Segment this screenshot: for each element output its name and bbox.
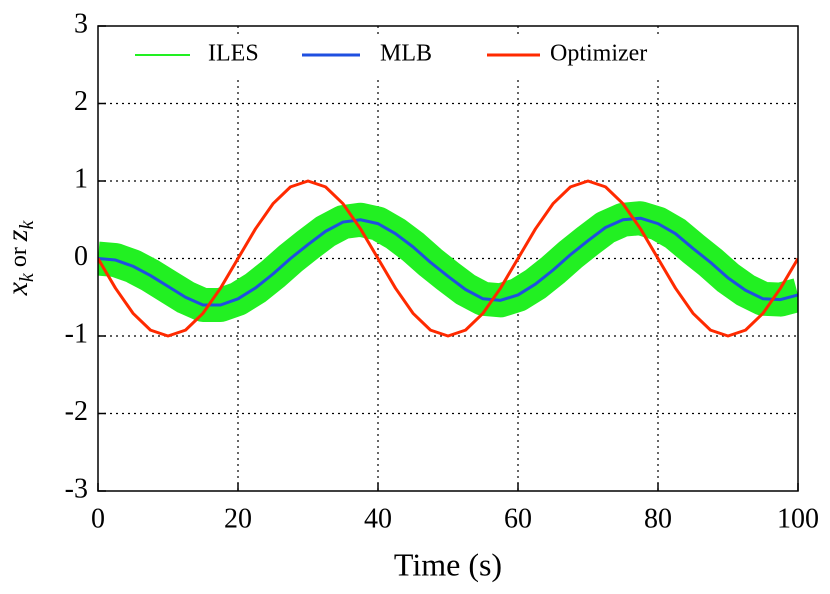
y-axis-label: xkorzk: [1, 219, 38, 296]
y-label-part: z: [1, 229, 34, 242]
y-label-part: k: [16, 219, 38, 229]
legend-box: [112, 36, 692, 76]
legend-label: ILES: [208, 41, 259, 67]
y-tick-label: -3: [65, 473, 88, 504]
series-line: [98, 179, 798, 338]
y-label-part: k: [16, 272, 38, 282]
plot-frame: [97, 25, 799, 492]
y-tick-label: 3: [74, 8, 88, 39]
y-tick-label: -2: [65, 396, 88, 427]
x-tick-label: 20: [224, 503, 252, 534]
y-tick-label: 0: [74, 241, 88, 272]
x-tick-label: 60: [504, 503, 532, 534]
x-tick-label: 80: [644, 503, 672, 534]
x-tick-label: 100: [777, 503, 819, 534]
y-tick-label: -1: [65, 318, 88, 349]
x-tick-label: 0: [91, 503, 105, 534]
legend-label: Optimizer: [550, 41, 647, 67]
series-line: [98, 201, 798, 322]
y-tick-label: 2: [74, 86, 88, 117]
x-axis-label: Time (s): [394, 546, 502, 582]
y-label-part: or: [6, 247, 32, 267]
y-tick-label: 1: [74, 163, 88, 194]
series-line: [98, 216, 798, 307]
x-tick-label: 40: [364, 503, 392, 534]
legend-label: MLB: [380, 41, 432, 67]
y-label-part: x: [1, 281, 34, 296]
